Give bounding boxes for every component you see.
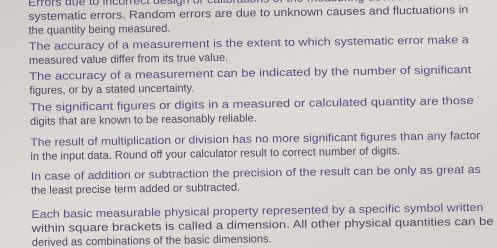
text-line: in the input data. Round off your calcul… [30,145,400,163]
text-line: the least precise term added or subtract… [31,182,240,197]
text-block: Errors due to incorrect design or calibr… [28,0,494,248]
text-line: figures, or by a stated uncertainty. [29,82,194,97]
text-line: the quantity being measured. [28,23,170,37]
text-line: digits that are known to be reasonably r… [30,112,257,128]
text-line: derived as combinations of the basic dim… [32,233,272,248]
text-line: Errors due to incorrect design or calibr… [28,0,460,9]
text-line: measured value differ from its true valu… [29,52,228,67]
